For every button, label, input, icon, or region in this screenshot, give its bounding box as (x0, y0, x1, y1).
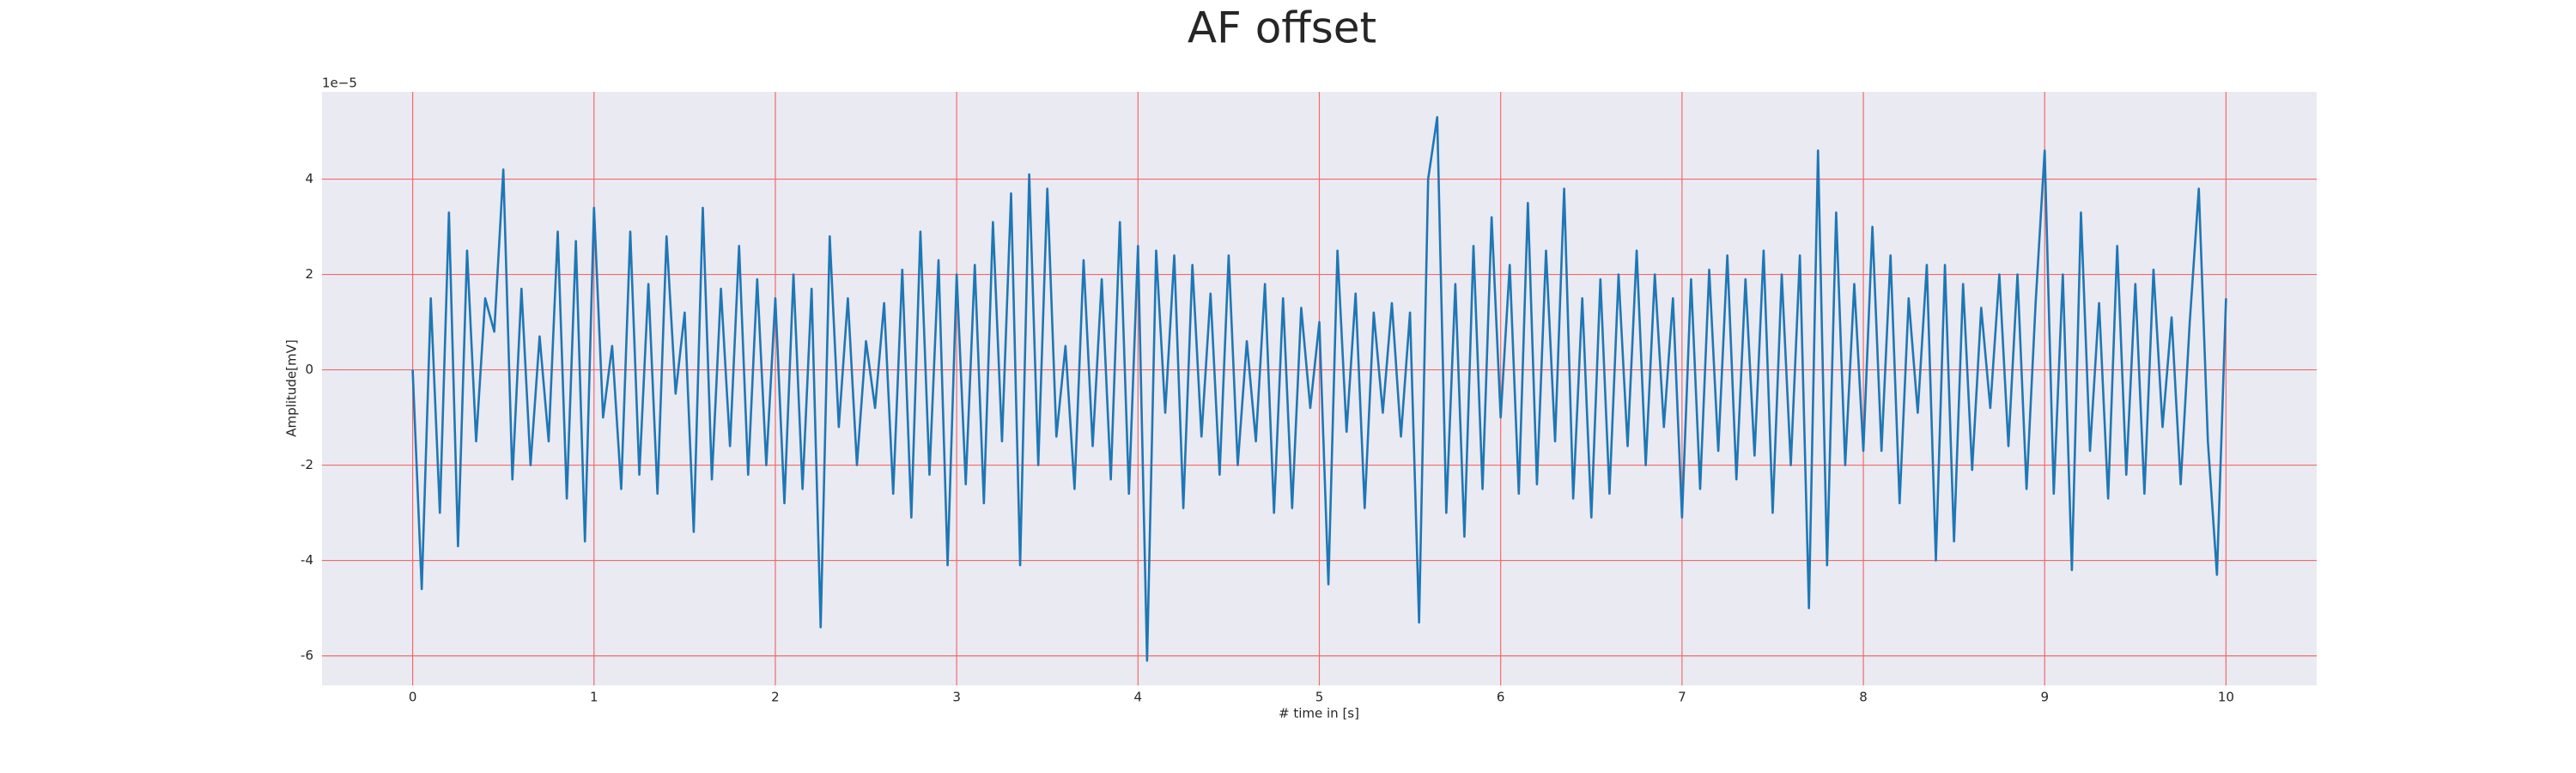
x-tick-label: 6 (1497, 690, 1505, 705)
x-tick-label: 0 (409, 690, 417, 705)
x-axis-label: # time in [s] (1279, 706, 1359, 721)
x-tick-label: 9 (2040, 690, 2049, 705)
x-tick-label: 5 (1315, 690, 1324, 705)
chart-title: AF offset (1188, 3, 1376, 53)
y-tick-label: 0 (305, 362, 313, 377)
data-line (411, 116, 2227, 662)
x-tick-label: 3 (952, 690, 961, 705)
x-tick-label: 8 (1859, 690, 1868, 705)
y-axis-label: Amplitude[mV] (284, 339, 300, 436)
x-tick-label: 1 (590, 690, 598, 705)
y-tick-label: -2 (301, 457, 313, 472)
y-tick-label: -6 (301, 648, 313, 663)
y-tick-label: -4 (301, 552, 313, 568)
x-tick-label: 4 (1134, 690, 1143, 705)
y-offset-text: 1e−5 (322, 76, 357, 91)
x-tick-label: 2 (771, 690, 780, 705)
y-tick-label: 4 (305, 171, 313, 186)
y-tick-label: 2 (305, 266, 313, 282)
x-tick-label: 10 (2218, 690, 2234, 705)
x-tick-label: 7 (1678, 690, 1686, 705)
